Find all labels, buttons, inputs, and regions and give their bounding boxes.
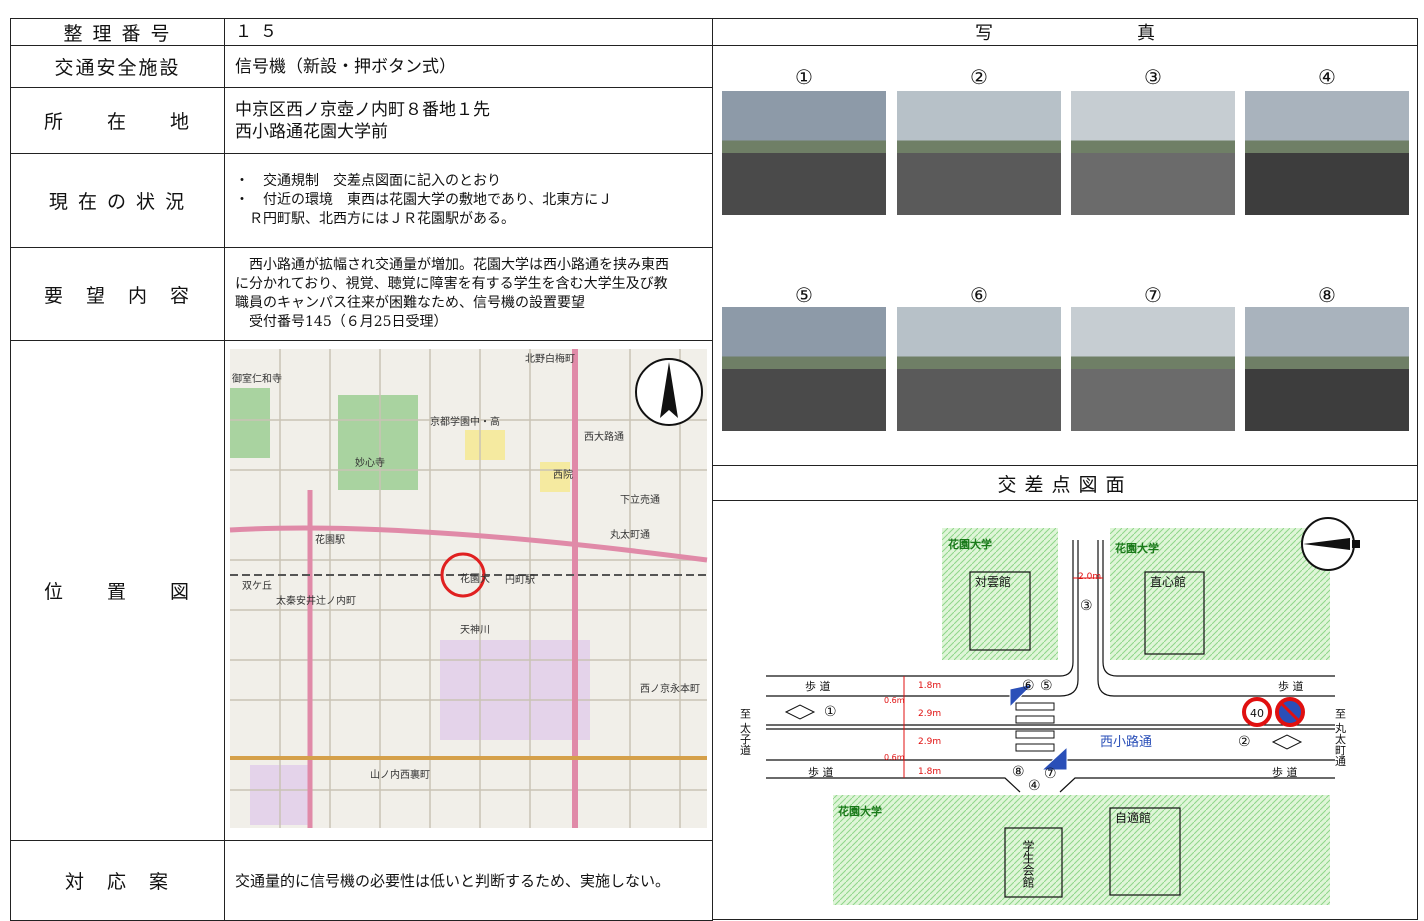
row-label: 位 置 図 [10, 340, 225, 841]
diagram-label: 0.6m [884, 753, 905, 762]
intersection-diagram: 花園大学 花園大学花園大学対雲館 直心館学生会館自適館歩 道歩 道歩 道歩 道西小路… [739, 517, 1360, 905]
photo-number: ⑥ [970, 283, 988, 307]
map-label: 山ノ内西裏町 [370, 768, 430, 781]
map-label: 天神川 [460, 623, 490, 636]
photo [1071, 307, 1235, 431]
map-label: 西ノ京永本町 [640, 682, 700, 695]
photo [897, 307, 1061, 431]
map-label: 北野白梅町 [525, 352, 575, 365]
diagram-label: 至 丸太町通 [1334, 708, 1347, 767]
row-value: ・ 交通規制 交差点図面に記入のとおり ・ 付近の環境 東西は花園大学の敷地であ… [224, 153, 713, 248]
diagram-label: ③ [1080, 598, 1093, 614]
diagram-label: 1.8m [918, 681, 941, 691]
photo [722, 307, 886, 431]
row-label: 整 理 番 号 [10, 18, 225, 46]
diagram-label: 自適館 [1115, 810, 1151, 825]
diagram-label: ⑧ [1012, 764, 1025, 780]
row-value: 交通量的に信号機の必要性は低いと判断するため、実施しない。 [224, 840, 713, 921]
map-label: 円町駅 [505, 574, 535, 586]
diagram-label: ② [1238, 734, 1251, 750]
diagram-panel [712, 500, 1418, 920]
diagram-label: 2.9m [918, 709, 941, 719]
map-label: 花園大 [460, 572, 490, 585]
row-label: 交通安全施設 [10, 45, 225, 88]
diagram-label: 2.9m [918, 737, 941, 747]
diagram-label: 西小路通 [1100, 734, 1152, 750]
map-label: 御室仁和寺 [232, 372, 282, 385]
row-label: 現 在 の 状 況 [10, 153, 225, 248]
diagram-label: ④ [1028, 778, 1041, 794]
photo-number: ③ [1144, 65, 1162, 89]
diagram-label: ⑤ [1040, 678, 1053, 694]
row-value: 西小路通が拡幅され交通量が増加。花園大学は西小路通を挟み東西 に分かれており、視… [224, 247, 713, 341]
diagram-label: 至 太子道 [739, 708, 752, 756]
map-label: 京都学園中・高 [430, 415, 500, 428]
photo [1245, 307, 1409, 431]
diagram-label: ⑥ [1022, 678, 1035, 694]
map-label: 双ケ丘 [242, 580, 272, 592]
map-label: 丸太町通 [610, 528, 650, 541]
row-value: 信号機（新設・押ボタン式） [224, 45, 713, 88]
diagram-label: 対雲館 [975, 574, 1011, 589]
map-label: 太秦安井辻ノ内町 [276, 594, 356, 607]
row-value: １５ [224, 18, 713, 46]
row-label: 要 望 内 容 [10, 247, 225, 341]
diagram-label: 花園大学 [838, 804, 882, 818]
diagram-label: 学生会館 [1021, 839, 1035, 888]
diagram-label: 40 [1250, 707, 1264, 720]
row-label: 所 在 地 [10, 87, 225, 154]
diagram-label: 歩 道 [1278, 679, 1304, 693]
photo-header: 写 真 [712, 18, 1418, 46]
photo-number: ② [970, 65, 988, 89]
photo-number: ⑦ [1144, 283, 1162, 307]
diagram-label: 歩 道 [808, 765, 834, 779]
photo-number: ⑤ [795, 283, 813, 307]
photo [1245, 91, 1409, 215]
diagram-label: ① [824, 704, 837, 720]
map-label: 花園駅 [315, 533, 345, 546]
diagram-label: ⑦ [1044, 766, 1057, 782]
diagram-label: 0.6m [884, 696, 905, 705]
map-label: 下立売通 [620, 493, 660, 506]
photo-number: ⑧ [1318, 283, 1336, 307]
diagram-label: 歩 道 [1272, 765, 1298, 779]
row-label: 対 応 案 [10, 840, 225, 921]
map-label: 西大路通 [584, 430, 624, 443]
photo [1071, 91, 1235, 215]
photo [722, 91, 886, 215]
row-value: 中京区西ノ京壺ノ内町８番地１先 西小路通花園大学前 [224, 87, 713, 154]
diagram-label: 歩 道 [805, 679, 831, 693]
diagram-label: 1.8m [918, 767, 941, 777]
diagram-label: 直心館 [1150, 574, 1186, 589]
diagram-label: 花園大学 [1115, 541, 1159, 555]
diagram-label: 2.0m [1078, 572, 1101, 582]
map-label: 妙心寺 [355, 456, 385, 469]
map-label: 西院 [553, 468, 573, 481]
photo-number: ④ [1318, 65, 1336, 89]
photo-number: ① [795, 65, 813, 89]
diagram-header: 交差点図面 [712, 465, 1418, 501]
photo [897, 91, 1061, 215]
diagram-label: 花園大学 [948, 537, 992, 551]
row-value [224, 340, 713, 841]
